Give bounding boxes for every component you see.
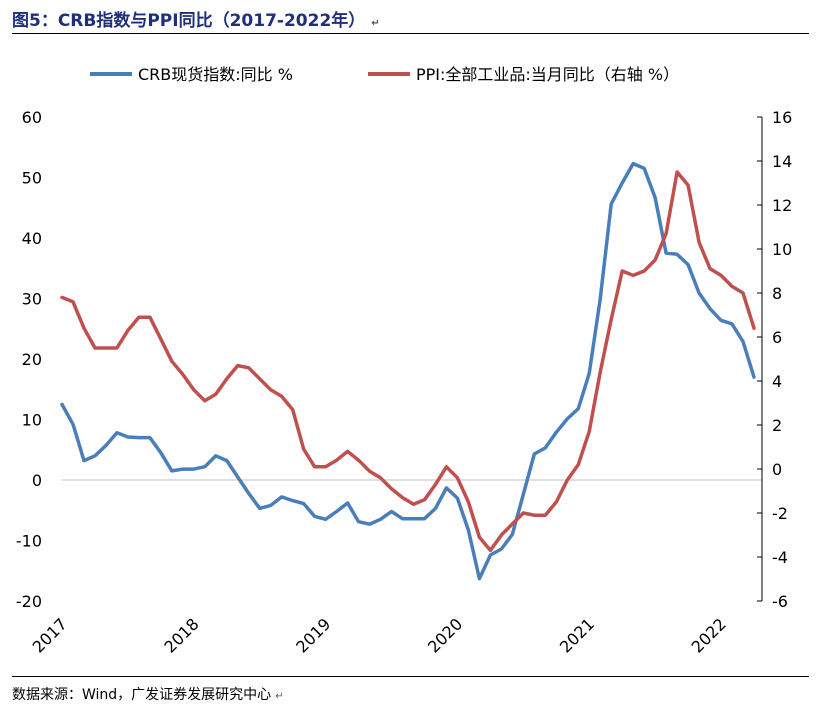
chart-title: 图5：CRB指数与PPI同比（2017-2022年） ↵ [12, 11, 380, 31]
source-note: 数据来源：Wind，广发证券发展研究中心 ↵ [12, 687, 284, 703]
y-right-tick-label: 8 [772, 284, 782, 303]
chart-area: CRB现货指数:同比 % PPI:全部工业品:当月同比（右轴 %） -20-100… [16, 65, 793, 657]
legend-label: CRB现货指数:同比 % [138, 65, 293, 84]
axes: -20-100102030405060-6-4-2024681012141620… [16, 108, 793, 657]
y-right-tick-label: 0 [772, 460, 782, 479]
y-right-tick-label: 14 [772, 152, 792, 171]
y-right-tick-label: 2 [772, 416, 782, 435]
footer-rule [12, 676, 809, 677]
x-tick-label: 2020 [424, 614, 466, 656]
y-left-tick-label: 0 [32, 471, 42, 490]
y-right-tick-label: -4 [772, 548, 788, 567]
y-left-tick-label: 60 [22, 108, 42, 127]
y-right-tick-label: 12 [772, 196, 792, 215]
legend: CRB现货指数:同比 % PPI:全部工业品:当月同比（右轴 %） [90, 65, 679, 84]
series-lines [60, 161, 756, 581]
x-tick-label: 2021 [556, 614, 598, 656]
crb-series-line [60, 161, 756, 581]
legend-label: PPI:全部工业品:当月同比（右轴 %） [416, 65, 679, 84]
x-tick-label: 2018 [160, 614, 202, 656]
ppi-series-line [60, 170, 756, 553]
x-tick-label: 2022 [688, 614, 730, 656]
y-right-tick-label: 16 [772, 108, 792, 127]
y-left-tick-label: 50 [22, 169, 42, 188]
header-rule [12, 33, 809, 34]
y-right-tick-label: 4 [772, 372, 782, 391]
y-left-tick-label: -20 [16, 592, 42, 611]
y-left-tick-label: 10 [22, 411, 42, 430]
y-right-tick-label: 10 [772, 240, 792, 259]
y-right-tick-label: -6 [772, 592, 788, 611]
y-left-tick-label: 20 [22, 350, 42, 369]
y-left-tick-label: 30 [22, 290, 42, 309]
paragraph-mark: ↵ [275, 691, 284, 702]
y-left-tick-label: 40 [22, 229, 42, 248]
y-left-tick-label: -10 [16, 532, 42, 551]
x-tick-label: 2017 [29, 614, 71, 656]
y-right-tick-label: 6 [772, 328, 782, 347]
paragraph-mark: ↵ [371, 18, 380, 29]
y-right-tick-label: -2 [772, 504, 788, 523]
x-tick-label: 2019 [292, 614, 334, 656]
